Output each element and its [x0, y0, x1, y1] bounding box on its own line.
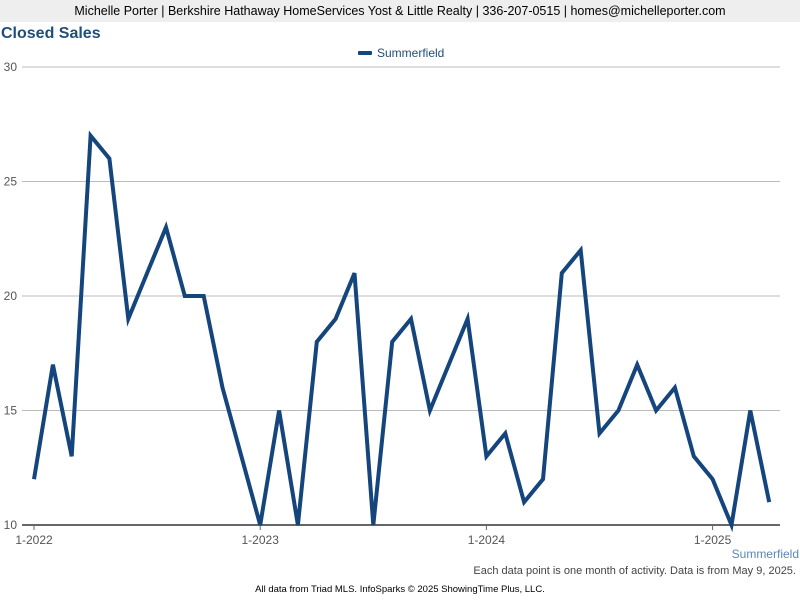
chart-legend[interactable]: Summerfield [358, 46, 444, 60]
data-credit: All data from Triad MLS. InfoSparks © 20… [255, 584, 545, 595]
legend-label: Summerfield [377, 46, 445, 60]
series-line-summerfield [32, 130, 772, 533]
x-tick-label: 1-2024 [468, 533, 506, 547]
y-tick-label: 25 [4, 175, 18, 189]
y-tick-label: 10 [4, 518, 18, 532]
agent-contact-text: Michelle Porter | Berkshire Hathaway Hom… [74, 4, 726, 18]
agent-contact-bar: Michelle Porter | Berkshire Hathaway Hom… [0, 0, 800, 22]
series-tag: Summerfield [731, 547, 799, 561]
y-tick-label: 30 [4, 60, 18, 74]
data-footnote: Each data point is one month of activity… [473, 565, 796, 577]
x-tick-label: 1-2022 [15, 533, 53, 547]
chart-title: Closed Sales [1, 25, 101, 42]
y-tick-label: 20 [4, 289, 18, 303]
x-tick-label: 1-2025 [694, 533, 732, 547]
legend-line-swatch [358, 51, 372, 55]
y-tick-label: 15 [4, 404, 18, 418]
x-tick-label: 1-2023 [242, 533, 280, 547]
